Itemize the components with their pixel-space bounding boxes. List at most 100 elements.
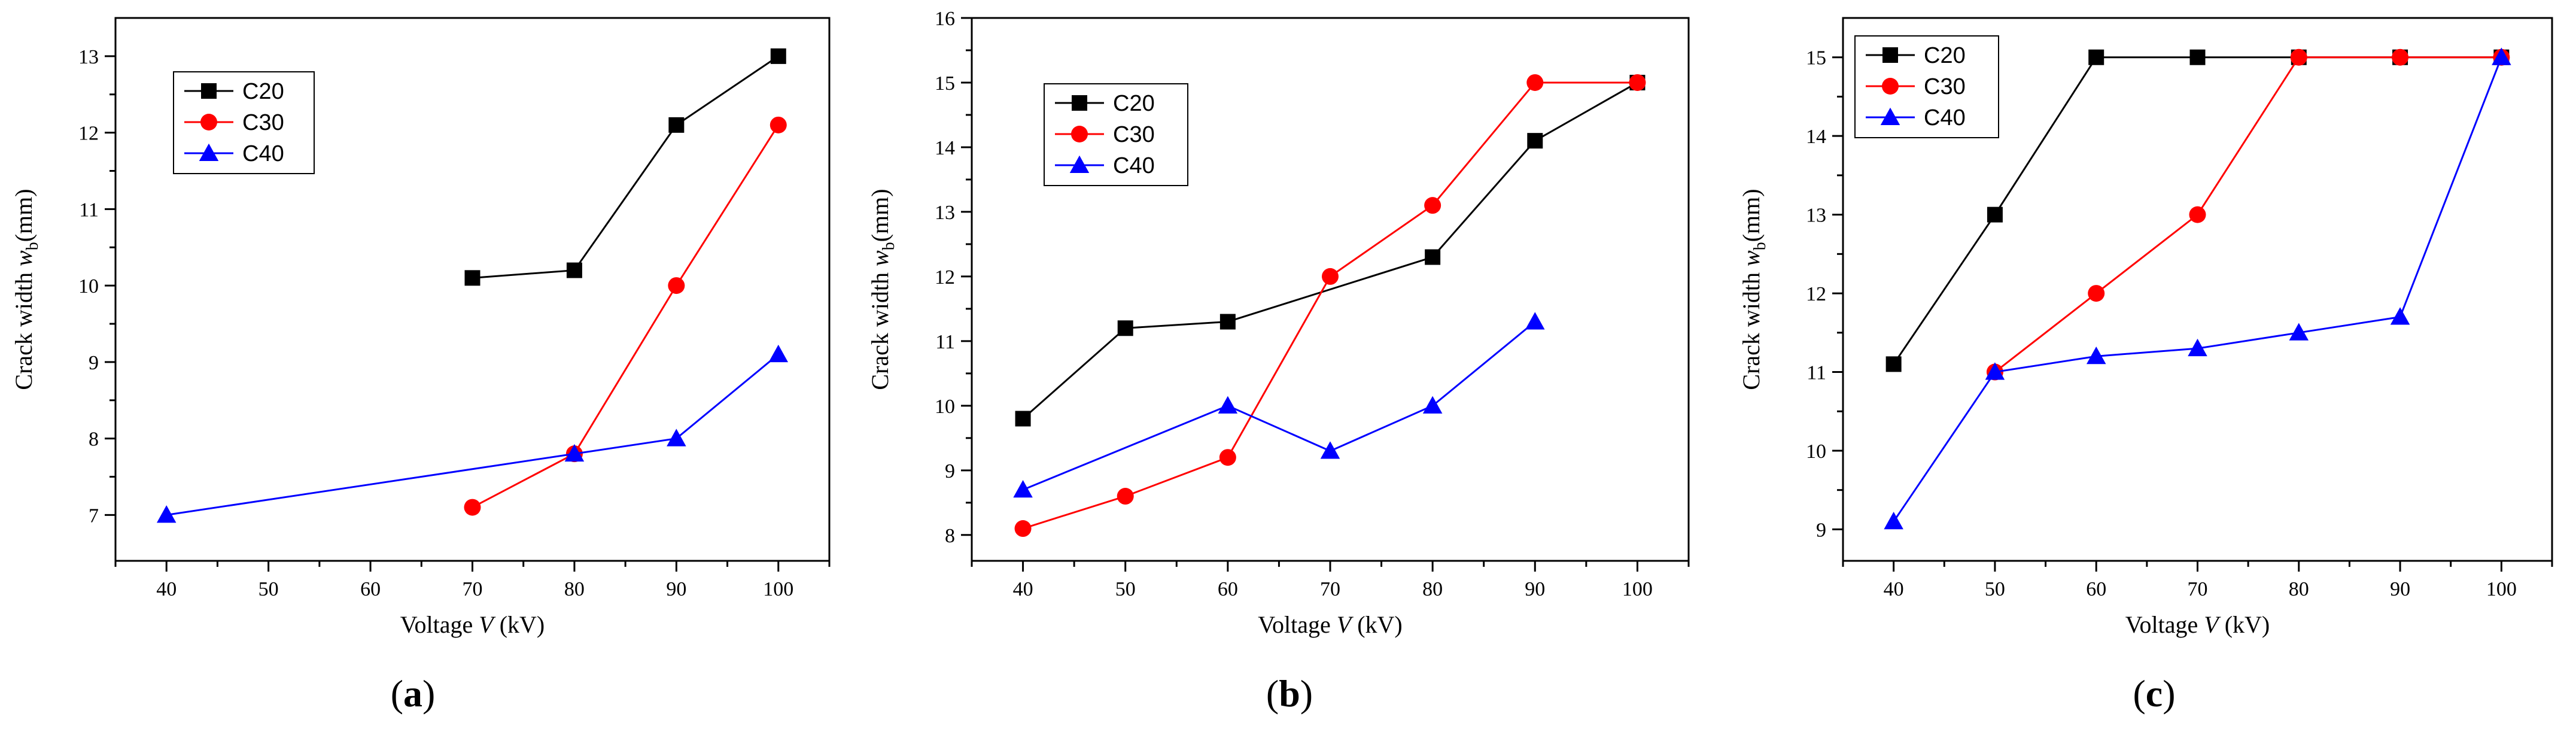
data-point-C30 — [2392, 48, 2409, 66]
y-axis-label: Crack width wb(mm) — [10, 189, 42, 390]
data-point-C40 — [1985, 362, 2005, 380]
x-tick-label: 50 — [1985, 578, 2005, 600]
x-axis-label: Voltage V (kV) — [2125, 611, 2270, 638]
data-point-C30 — [1219, 449, 1236, 466]
series-C30 — [1986, 48, 2510, 381]
x-tick-label: 50 — [1115, 578, 1136, 600]
legend-label-C20: C20 — [242, 79, 284, 104]
data-point-C20 — [1219, 314, 1236, 330]
data-point-C40 — [1013, 479, 1033, 498]
y-tick-label: 16 — [935, 8, 955, 30]
data-point-C20 — [1527, 133, 1543, 149]
series-C40 — [1884, 47, 2511, 530]
data-point-C20 — [1885, 356, 1902, 372]
x-tick-label: 70 — [463, 578, 483, 600]
legend-marker-C40 — [1880, 107, 1900, 125]
x-tick-label: 90 — [1525, 578, 1545, 600]
legend-marker-C20 — [201, 83, 217, 99]
series-C20 — [464, 48, 786, 286]
data-point-C40 — [1422, 396, 1443, 414]
legend: C20 C30 C40 — [1044, 83, 1188, 186]
data-point-C20 — [2088, 49, 2104, 65]
y-tick-label: 9 — [945, 460, 955, 482]
data-point-C40 — [1884, 512, 1903, 530]
y-tick-label: 15 — [935, 72, 955, 95]
data-point-C30 — [1322, 268, 1339, 285]
data-point-C30 — [668, 277, 685, 294]
data-point-C30 — [1117, 488, 1134, 505]
x-tick-label: 100 — [2486, 578, 2517, 600]
data-point-C20 — [464, 270, 480, 286]
data-point-C40 — [1218, 396, 1238, 414]
legend-label-C40: C40 — [1113, 153, 1155, 178]
legend: C20 C30 C40 — [173, 71, 315, 174]
series-line-C20 — [1022, 81, 1638, 420]
data-point-C20 — [1425, 249, 1441, 265]
x-tick-label: 90 — [666, 578, 686, 600]
data-point-C30 — [770, 116, 787, 133]
x-tick-label: 90 — [2390, 578, 2410, 600]
x-tick-label: 60 — [360, 578, 381, 600]
data-point-C20 — [1117, 320, 1133, 336]
x-tick-label: 40 — [1884, 578, 1904, 600]
legend-marker-C30 — [1071, 126, 1088, 142]
x-tick-label: 70 — [1320, 578, 1340, 600]
y-tick-label: 13 — [935, 202, 955, 224]
data-point-C40 — [2390, 307, 2410, 325]
x-tick-label: 100 — [1622, 578, 1653, 600]
data-point-C30 — [1629, 74, 1646, 91]
legend-label-C40: C40 — [242, 141, 284, 166]
x-tick-label: 80 — [564, 578, 585, 600]
data-point-C30 — [1014, 520, 1032, 537]
y-tick-label: 12 — [935, 266, 955, 289]
data-point-C30 — [2290, 48, 2307, 66]
data-point-C30 — [464, 499, 481, 516]
series-line-C30 — [472, 124, 780, 508]
y-tick-label: 10 — [1806, 441, 1826, 463]
legend-marker-C40 — [1069, 155, 1090, 173]
x-axis-label: Voltage V (kV) — [1258, 611, 1402, 638]
data-point-C30 — [2088, 285, 2105, 302]
legend-label-C40: C40 — [1924, 105, 1966, 130]
legend-marker-C40 — [199, 143, 219, 161]
y-tick-label: 13 — [1806, 205, 1826, 227]
data-point-C40 — [667, 429, 686, 447]
legend-label-C20: C20 — [1113, 91, 1155, 116]
series-C30 — [464, 116, 787, 516]
data-point-C40 — [1525, 312, 1545, 330]
data-point-C40 — [1320, 441, 1340, 459]
chart-panel-2: 40 50 60 70 80 90 100 8 9 10 11 12 13 14 15 16 Voltage V… — [866, 8, 1690, 715]
x-tick-label: 50 — [258, 578, 279, 600]
data-point-C30 — [2189, 206, 2206, 223]
series-line-C20 — [472, 55, 779, 279]
panel-label: (c) — [2133, 672, 2175, 715]
y-tick-label: 9 — [89, 352, 99, 374]
series-C30 — [1014, 74, 1646, 537]
data-point-C40 — [2188, 338, 2207, 357]
data-point-C20 — [1987, 207, 2003, 223]
y-tick-label: 8 — [89, 429, 99, 451]
legend-marker-C20 — [1882, 47, 1898, 63]
chart-panel-3: 40 50 60 70 80 90 100 9 10 11 12 13 14 15 Voltage V (k… — [1738, 17, 2553, 715]
panel-label: (a) — [391, 672, 436, 715]
x-tick-label: 70 — [2188, 578, 2208, 600]
data-point-C40 — [156, 505, 177, 523]
legend-label-C30: C30 — [1113, 122, 1155, 147]
legend: C20 C30 C40 — [1854, 35, 1999, 138]
data-point-C30 — [1424, 197, 1441, 214]
series-line-C40 — [1023, 321, 1536, 491]
legend-marker-C20 — [1072, 95, 1087, 111]
y-tick-label: 8 — [945, 525, 955, 547]
data-point-C20 — [566, 262, 582, 278]
series-line-C40 — [166, 353, 779, 516]
x-axis-label: Voltage V (kV) — [400, 611, 545, 638]
data-point-C40 — [2289, 323, 2309, 341]
data-point-C20 — [1015, 411, 1031, 427]
y-axis-label: Crack width wb(mm) — [866, 189, 898, 390]
x-tick-label: 60 — [2086, 578, 2106, 600]
x-tick-label: 40 — [156, 578, 177, 600]
y-tick-label: 13 — [78, 46, 99, 68]
legend-label-C30: C30 — [1924, 74, 1966, 99]
y-tick-label: 14 — [1806, 126, 1826, 148]
